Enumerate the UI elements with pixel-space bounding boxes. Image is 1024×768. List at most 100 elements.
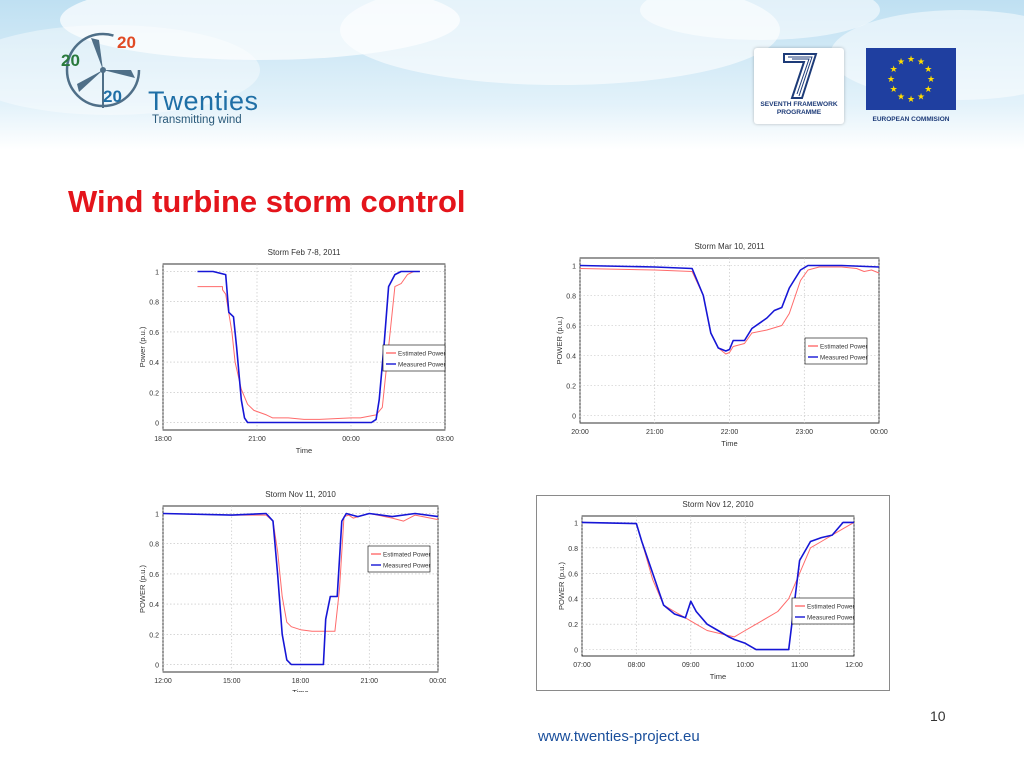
x-axis-label: Time: [296, 446, 312, 455]
y-tick-label: 0.2: [149, 632, 159, 639]
x-axis-label: Time: [292, 688, 308, 692]
x-tick-label: 07:00: [573, 662, 591, 669]
slide-title: Wind turbine storm control: [68, 184, 466, 219]
series-line: [581, 521, 854, 651]
legend-label: Measured Power: [820, 355, 868, 362]
chart-title: Storm Mar 10, 2011: [694, 242, 765, 251]
eu-star-icon: ★: [917, 92, 925, 102]
x-axis-label: Time: [710, 672, 726, 681]
y-tick-label: 0: [574, 648, 578, 655]
chart-title: Storm Feb 7-8, 2011: [268, 248, 341, 257]
chart-storm-feb-2011: Storm Feb 7-8, 2011 0 0.2 0.4 0.6 0.8 1 18:00 21…: [136, 238, 454, 462]
fp7-line-1: SEVENTH FRAMEWORK: [760, 101, 838, 108]
y-tick-label: 1: [574, 520, 578, 527]
x-tick-label: 03:00: [436, 436, 454, 443]
eu-star-icon: ★: [907, 55, 915, 65]
x-tick-label: 22:00: [721, 429, 739, 436]
fp7-logo: SEVENTH FRAMEWORK PROGRAMME: [754, 48, 844, 124]
x-tick-label: 00:00: [429, 678, 446, 685]
x-tick-label: 00:00: [342, 436, 360, 443]
y-tick-label: 0.4: [149, 602, 159, 609]
chart-svg: Storm Nov 11, 2010 0 0.2 0.4 0.6 0.8 1 12:00 15:…: [138, 490, 446, 692]
eu-star-icon: ★: [897, 92, 905, 102]
legend-label: Estimated Power: [398, 351, 446, 358]
chart-storm-nov-11-2010: Storm Nov 11, 2010 0 0.2 0.4 0.6 0.8 1 12:00 15:…: [136, 484, 446, 692]
chart-storm-nov-12-2010: Storm Nov 12, 2010 0 0.2 0.4 0.6 0.8 1 07:00 08:…: [536, 495, 890, 691]
eu-star-icon: ★: [890, 65, 898, 75]
eu-star-icon: ★: [897, 58, 905, 68]
fp7-seven-icon: [783, 53, 818, 99]
legend-label: Estimated Power: [820, 344, 868, 351]
series-line: [581, 521, 855, 638]
y-axis-label: POWER (p.u.): [555, 316, 564, 364]
y-tick-label: 0.6: [566, 324, 576, 331]
turbine-icon: [77, 38, 135, 108]
eu-star-icon: ★: [924, 65, 932, 75]
twenties-logo: 20 20 20: [61, 32, 141, 108]
legend-box: [367, 545, 431, 573]
x-tick-label: 21:00: [360, 678, 378, 685]
x-axis-label: Time: [721, 439, 737, 448]
y-tick-label: 0.6: [149, 330, 159, 337]
y-tick-label: 0.6: [149, 572, 159, 579]
brand-name: Twenties: [148, 86, 259, 116]
y-tick-label: 0.4: [149, 360, 159, 367]
eu-star-icon: ★: [907, 95, 915, 105]
x-tick-label: 20:00: [571, 429, 589, 436]
eu-star-icon: ★: [890, 85, 898, 95]
x-tick-label: 12:00: [845, 662, 863, 669]
legend-box: [791, 597, 855, 625]
y-tick-label: 0: [572, 414, 576, 421]
chart-svg: Storm Nov 12, 2010 0 0.2 0.4 0.6 0.8 1 07:00 08:…: [557, 500, 863, 681]
x-tick-label: 08:00: [628, 662, 646, 669]
y-tick-label: 0: [155, 420, 159, 427]
chart-legend: Estimated Power Measured Power: [791, 597, 855, 625]
y-tick-label: 0: [155, 662, 159, 669]
logo-number-bottom: 20: [103, 87, 122, 106]
series-line: [579, 264, 880, 352]
eu-star-icon: ★: [927, 75, 935, 85]
series-line: [197, 270, 420, 424]
x-tick-label: 18:00: [154, 436, 172, 443]
y-tick-label: 1: [155, 512, 159, 519]
y-tick-label: 0.8: [566, 294, 576, 301]
legend-label: Estimated Power: [807, 604, 855, 611]
y-tick-label: 0.4: [568, 597, 578, 604]
y-axis-label: POWER (p.u.): [557, 562, 566, 610]
eu-star-icon: ★: [887, 75, 895, 85]
footer-url[interactable]: www.twenties-project.eu: [538, 728, 700, 745]
eu-star-icon: ★: [917, 58, 925, 68]
x-tick-label: 15:00: [223, 678, 241, 685]
y-tick-label: 1: [572, 264, 576, 271]
legend-label: Estimated Power: [383, 552, 431, 559]
x-tick-label: 18:00: [292, 678, 310, 685]
eu-star-icon: ★: [924, 85, 932, 95]
chart-title: Storm Nov 12, 2010: [682, 500, 754, 509]
chart-svg: Storm Mar 10, 2011 0 0.2 0.4 0.6 0.8 1 20:00 21:…: [555, 242, 888, 448]
y-tick-label: 0.8: [149, 300, 159, 307]
y-tick-label: 0.8: [149, 542, 159, 549]
logo-number-left: 20: [61, 51, 80, 70]
legend-label: Measured Power: [807, 615, 855, 622]
x-tick-label: 00:00: [870, 429, 888, 436]
x-tick-label: 12:00: [154, 678, 172, 685]
eu-flag-icon: ★★★★★★★★★ ★ ★★: [866, 48, 956, 110]
y-tick-label: 0.2: [149, 390, 159, 397]
fp7-line-2: PROGRAMME: [776, 109, 822, 116]
eu-caption: EUROPEAN COMMISION: [872, 116, 950, 123]
x-tick-label: 10:00: [736, 662, 754, 669]
plot-area: [581, 515, 855, 657]
y-tick-label: 0.8: [568, 546, 578, 553]
legend-label: Measured Power: [383, 563, 431, 570]
legend-box: [804, 337, 868, 365]
brand-tagline: Transmitting wind: [152, 114, 242, 126]
series-line: [162, 512, 439, 666]
y-tick-label: 0.2: [568, 622, 578, 629]
y-tick-label: 1: [155, 270, 159, 277]
y-tick-label: 0.4: [566, 354, 576, 361]
chart-svg: Storm Feb 7-8, 2011 0 0.2 0.4 0.6 0.8 1 18:00 21…: [138, 248, 454, 455]
series-line: [197, 271, 420, 420]
x-tick-label: 11:00: [791, 662, 808, 669]
legend-label: Measured Power: [398, 362, 446, 369]
y-axis-label: POWER (p.u.): [138, 565, 147, 613]
